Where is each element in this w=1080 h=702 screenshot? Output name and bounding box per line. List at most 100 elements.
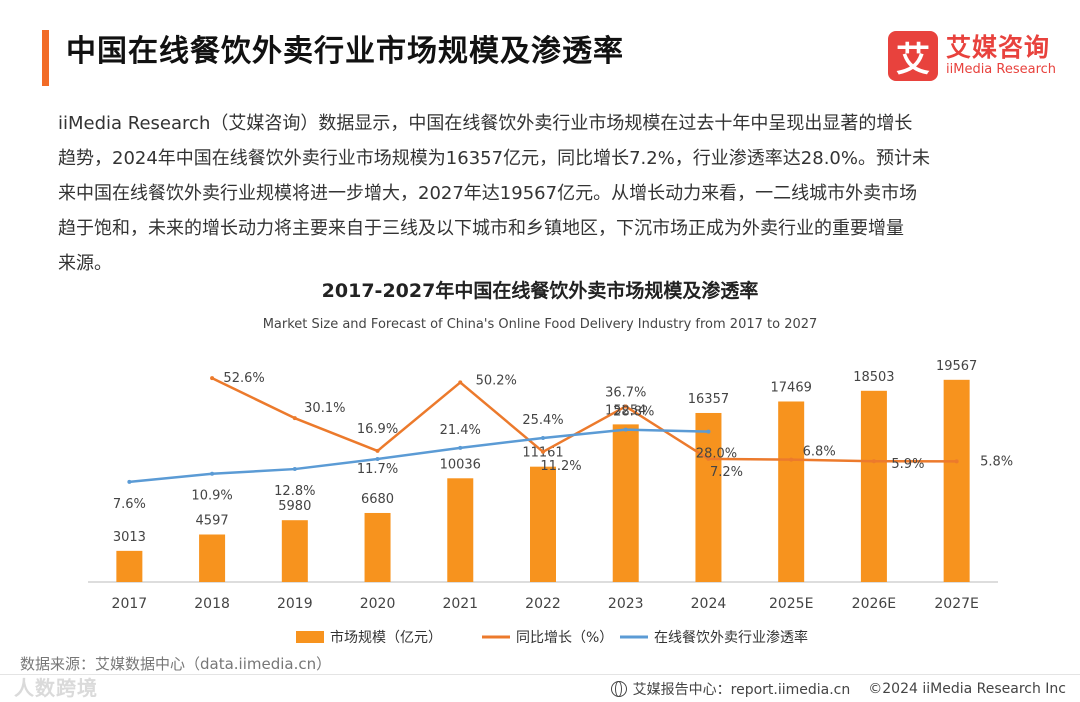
series-line [211, 377, 957, 463]
data-source: 数据来源：艾媒数据中心（data.iimedia.cn） [20, 655, 332, 673]
bar [116, 550, 143, 582]
chart-legend: 市场规模（亿元） 同比增长（%） 在线餐饮外卖行业渗透率 [296, 629, 808, 646]
report-center-text: 艾媒报告中心：report.iimedia.cn [632, 682, 851, 698]
line-value-label: 11.2% [540, 459, 581, 474]
legend-label: 同比增长（%） [516, 630, 613, 646]
line-value-label: 7.6% [113, 497, 146, 512]
copyright: ©2024 iiMedia Research Inc [868, 681, 1066, 697]
line-value-label: 10.9% [191, 489, 232, 504]
x-tick-label: 2019 [277, 596, 313, 612]
footer: 艾媒报告中心：report.iimedia.cn ©2024 iiMedia R… [610, 679, 1066, 699]
bar-value-label: 4597 [196, 513, 229, 528]
watermark: 人数跨境 [14, 676, 98, 700]
line-value-label: 28.0% [696, 447, 737, 462]
bar [530, 466, 556, 582]
line-point [541, 435, 545, 440]
intro-paragraph: iiMedia Research（艾媒咨询）数据显示，中国在线餐饮外卖行业市场规… [58, 106, 1030, 281]
bar [778, 401, 805, 582]
legend-bar-swatch [296, 631, 324, 643]
bar-value-label: 17469 [771, 380, 812, 395]
line-point [871, 459, 876, 464]
x-tick-label: 2026E [852, 596, 896, 612]
line-point [375, 456, 380, 461]
bar-value-label: 10036 [440, 457, 481, 472]
x-tick-label: 2025E [769, 596, 813, 612]
line-point [458, 445, 463, 450]
title-accent-bar [42, 30, 49, 86]
bar-value-label: 15254 [605, 403, 646, 418]
page-title: 中国在线餐饮外卖行业市场规模及渗透率 [66, 34, 624, 69]
line-value-label: 50.2% [476, 373, 517, 388]
x-axis-labels: 2017 2018 2019 2020 2021 2022 2023 2024 2025E 202… [112, 596, 979, 612]
series-line [129, 428, 709, 484]
bar [364, 512, 391, 582]
x-tick-label: 2017 [112, 596, 148, 612]
line-value-label: 12.8% [274, 484, 315, 499]
x-tick-label: 2022 [525, 596, 561, 612]
line-value-label: 5.9% [891, 457, 924, 472]
footer-divider [0, 674, 1080, 675]
line-point [623, 404, 628, 409]
x-tick-label: 2027E [934, 596, 978, 612]
bar-series: 3013459759806680100361116115254163571746… [113, 359, 977, 582]
penetration-line-series: 7.6% 10.9% 12.8% 16.9% 21.4% 25.4% 28.8% 28.0% [113, 405, 737, 512]
intro-line: 趋于饱和，未来的增长动力将主要来自于三线及以下城市和乡镇地区，下沉市场正成为外卖… [58, 218, 904, 239]
bar [943, 379, 970, 582]
line-point [789, 457, 794, 462]
x-tick-label: 2024 [691, 596, 727, 612]
line-value-label: 36.7% [605, 385, 646, 400]
line-point [210, 471, 215, 476]
line-value-label: 6.8% [803, 445, 836, 460]
globe-icon [610, 681, 627, 697]
x-tick-label: 2023 [608, 596, 644, 612]
line-point [623, 427, 628, 432]
line-point [210, 376, 215, 381]
legend-label: 市场规模（亿元） [330, 629, 442, 646]
line-value-label: 16.9% [357, 422, 398, 437]
logo-cn: 艾媒咨询 [946, 33, 1051, 62]
bar-value-label: 6680 [361, 492, 394, 507]
line-point [292, 416, 297, 421]
intro-line: 趋势，2024年中国在线餐饮外卖行业市场规模为16357亿元，同比增长7.2%，… [58, 148, 930, 169]
x-tick-label: 2018 [194, 596, 230, 612]
logo-text: 艾媒咨询 iiMedia Research [946, 34, 1056, 78]
iimedia-logo: 艾 艾媒咨询 iiMedia Research [888, 28, 1056, 84]
line-value-label: 11.7% [357, 462, 398, 477]
x-tick-label: 2021 [442, 596, 478, 612]
bar-value-label: 19567 [936, 359, 977, 374]
line-point [541, 449, 545, 454]
intro-line: 来源。 [58, 253, 112, 274]
intro-line: iiMedia Research（艾媒咨询）数据显示，中国在线餐饮外卖行业市场规… [58, 113, 913, 134]
line-value-label: 52.6% [223, 371, 264, 386]
line-point [292, 467, 297, 472]
line-value-label: 30.1% [304, 401, 345, 416]
growth-line-series: 52.6% 30.1% 11.7% 50.2% 11.2% 36.7% 7.2% 6.8% 5.… [210, 371, 1013, 480]
logo-mark-icon: 艾 [888, 31, 938, 81]
line-value-label: 7.2% [710, 465, 743, 480]
legend-label: 在线餐饮外卖行业渗透率 [654, 629, 808, 646]
bar-value-label: 16357 [688, 392, 729, 407]
chart-title: 2017-2027年中国在线餐饮外卖市场规模及渗透率 [322, 279, 759, 302]
line-point [375, 448, 380, 453]
bar-value-label: 3013 [113, 530, 146, 545]
logo-en: iiMedia Research [946, 62, 1057, 77]
line-value-label: 5.8% [980, 454, 1013, 469]
bar [695, 412, 722, 582]
bar [281, 520, 308, 582]
line-point [706, 429, 711, 434]
line-point [954, 459, 959, 464]
line-value-label: 25.4% [522, 413, 563, 428]
bar [447, 478, 474, 582]
intro-line: 来中国在线餐饮外卖行业规模将进一步增大，2027年达19567亿元。从增长动力来… [58, 183, 918, 204]
line-point [127, 479, 132, 484]
bar [860, 390, 887, 582]
x-tick-label: 2020 [360, 596, 396, 612]
bar-value-label: 18503 [853, 370, 894, 385]
line-value-label: 21.4% [440, 423, 481, 438]
bar [612, 424, 639, 582]
line-value-label: 28.8% [613, 405, 654, 420]
bar [199, 534, 226, 582]
line-point [706, 456, 711, 461]
chart-subtitle: Market Size and Forecast of China's Onli… [263, 317, 818, 332]
line-point [458, 380, 463, 385]
